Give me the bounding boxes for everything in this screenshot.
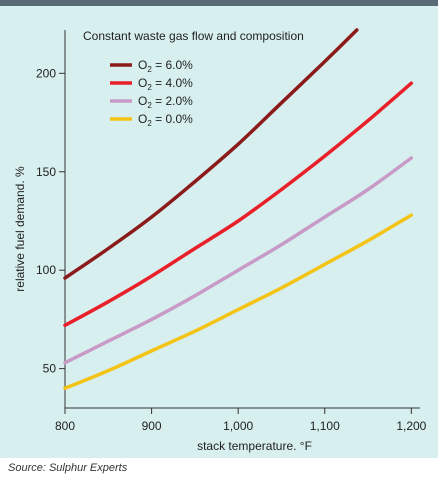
series-line-0 xyxy=(63,28,359,280)
series-line-1 xyxy=(63,81,414,328)
legend-label: O2 = 4.0% xyxy=(138,76,193,92)
legend: Constant waste gas flow and composition … xyxy=(83,29,304,128)
legend-label: O2 = 6.0% xyxy=(138,58,193,74)
x-tick-label: 1,200 xyxy=(396,419,426,433)
y-tick-label: 100 xyxy=(36,263,56,277)
y-ticks: 50 100 150 200 xyxy=(36,66,65,376)
legend-item: O2 = 4.0% xyxy=(110,76,193,92)
series-line-3 xyxy=(63,213,414,391)
x-tick-label: 900 xyxy=(142,419,162,433)
y-tick-label: 200 xyxy=(36,66,56,80)
x-ticks: 800 900 1,000 1,100 1,200 xyxy=(55,408,427,433)
series-lines xyxy=(63,28,414,391)
legend-item: O2 = 2.0% xyxy=(110,94,193,110)
x-tick-label: 1,100 xyxy=(310,419,340,433)
x-tick-label: 800 xyxy=(55,419,75,433)
source-note: Source: Sulphur Experts xyxy=(8,462,128,474)
y-axis-label: relative fuel demand. % xyxy=(13,166,27,292)
x-tick-label: 1,000 xyxy=(223,419,253,433)
x-axis-label: stack temperature. °F xyxy=(197,439,312,453)
legend-item: O2 = 0.0% xyxy=(110,112,193,128)
series-line-2 xyxy=(63,156,414,365)
header-bar xyxy=(0,0,438,6)
axes xyxy=(64,30,420,409)
legend-item: O2 = 6.0% xyxy=(110,58,193,74)
legend-label: O2 = 2.0% xyxy=(138,94,193,110)
legend-heading: Constant waste gas flow and composition xyxy=(83,29,304,43)
legend-label: O2 = 0.0% xyxy=(138,112,193,128)
y-tick-label: 150 xyxy=(36,165,56,179)
y-tick-label: 50 xyxy=(43,362,57,376)
